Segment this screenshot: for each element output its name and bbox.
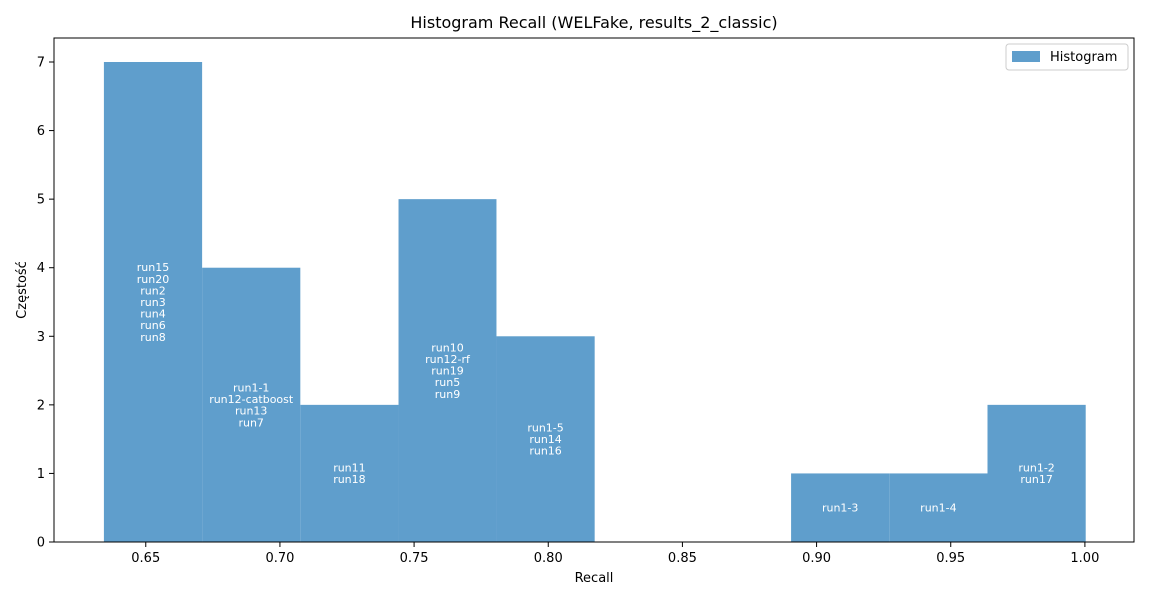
x-tick-label: 0.65: [131, 551, 160, 566]
chart-title: Histogram Recall (WELFake, results_2_cla…: [410, 13, 777, 33]
x-tick-label: 1.00: [1070, 551, 1099, 566]
bar-label-line: run16: [529, 445, 561, 458]
bar-label-line: run1-5: [527, 422, 563, 435]
x-tick-label: 0.85: [668, 551, 697, 566]
bar-label-line: run1-3: [822, 502, 858, 515]
y-tick-label: 6: [37, 124, 45, 139]
y-tick-label: 3: [37, 330, 45, 345]
histogram-bar: [300, 404, 399, 542]
histogram-bar: [987, 404, 1086, 542]
bar-label-line: run3: [140, 296, 165, 309]
y-tick-label: 5: [37, 193, 45, 208]
x-axis-label: Recall: [575, 571, 614, 586]
bar-label: run1-4: [920, 502, 956, 515]
histogram-bar: [202, 267, 301, 542]
legend-swatch: [1012, 51, 1040, 62]
histogram-bar: [791, 473, 890, 542]
bar-label-line: run13: [235, 405, 267, 418]
bar-label-line: run17: [1020, 473, 1052, 486]
bar-label-line: run9: [435, 388, 460, 401]
bar-label: run1-1 run12-catboost run13 run7: [209, 381, 294, 429]
bar-label: run11 run18: [333, 462, 365, 487]
bar-label: run1-2 run17: [1018, 462, 1054, 487]
bar-label: run1-3: [822, 502, 858, 515]
y-tick-label: 1: [37, 467, 45, 482]
bar-label-line: run20: [137, 273, 169, 286]
y-axis-ticks: 0 1 2 3 4 5 6 7: [37, 56, 54, 551]
x-tick-label: 0.80: [534, 551, 563, 566]
legend-entry-histogram: Histogram: [1050, 50, 1117, 65]
bar-label-line: run12-rf: [425, 353, 471, 366]
x-tick-label: 0.95: [936, 551, 965, 566]
legend: Histogram: [1005, 43, 1129, 71]
plot-frame: [53, 37, 1135, 543]
histogram-bar: [398, 199, 497, 542]
bar-label-line: run6: [140, 319, 165, 332]
bar-label-line: run15: [137, 261, 169, 274]
histogram-bar: [496, 336, 595, 542]
bar-label-line: run4: [140, 308, 165, 321]
bar-label: run15 run20 run2 run3 run4 run6 run8: [137, 261, 169, 344]
bar-label-line: run11: [333, 462, 365, 475]
bar-label: run10 run12-rf run19 run5 run9: [425, 341, 471, 400]
y-axis-label: Częstość: [15, 261, 30, 319]
histogram-bar: [889, 473, 988, 542]
bars-group: [103, 62, 1086, 542]
bar-label-line: run1-1: [233, 381, 269, 394]
x-axis-ticks: 0.65 0.70 0.75 0.80 0.85 0.90 0.95 1.00: [131, 542, 1099, 566]
x-tick-label: 0.75: [400, 551, 429, 566]
bar-label-line: run1-4: [920, 502, 956, 515]
bar-label-line: run19: [431, 365, 463, 378]
bar-label-line: run18: [333, 473, 365, 486]
bar-label-line: run5: [435, 376, 460, 389]
bar-label-line: run10: [431, 341, 463, 354]
bar-label: run1-5 run14 run16: [527, 422, 563, 458]
legend-box: [1005, 43, 1129, 71]
bar-label-line: run14: [529, 433, 561, 446]
y-tick-label: 7: [37, 56, 45, 71]
bar-label-line: run7: [238, 416, 263, 429]
bar-label-line: run8: [140, 331, 165, 344]
y-tick-label: 2: [37, 398, 45, 413]
y-tick-label: 4: [37, 261, 45, 276]
y-tick-label: 0: [37, 536, 45, 551]
bar-label-line: run1-2: [1018, 462, 1054, 475]
x-tick-label: 0.70: [265, 551, 294, 566]
x-tick-label: 0.90: [802, 551, 831, 566]
histogram-bar: [103, 62, 203, 542]
bar-label-line: run2: [140, 284, 165, 297]
bar-label-line: run12-catboost: [209, 393, 294, 406]
